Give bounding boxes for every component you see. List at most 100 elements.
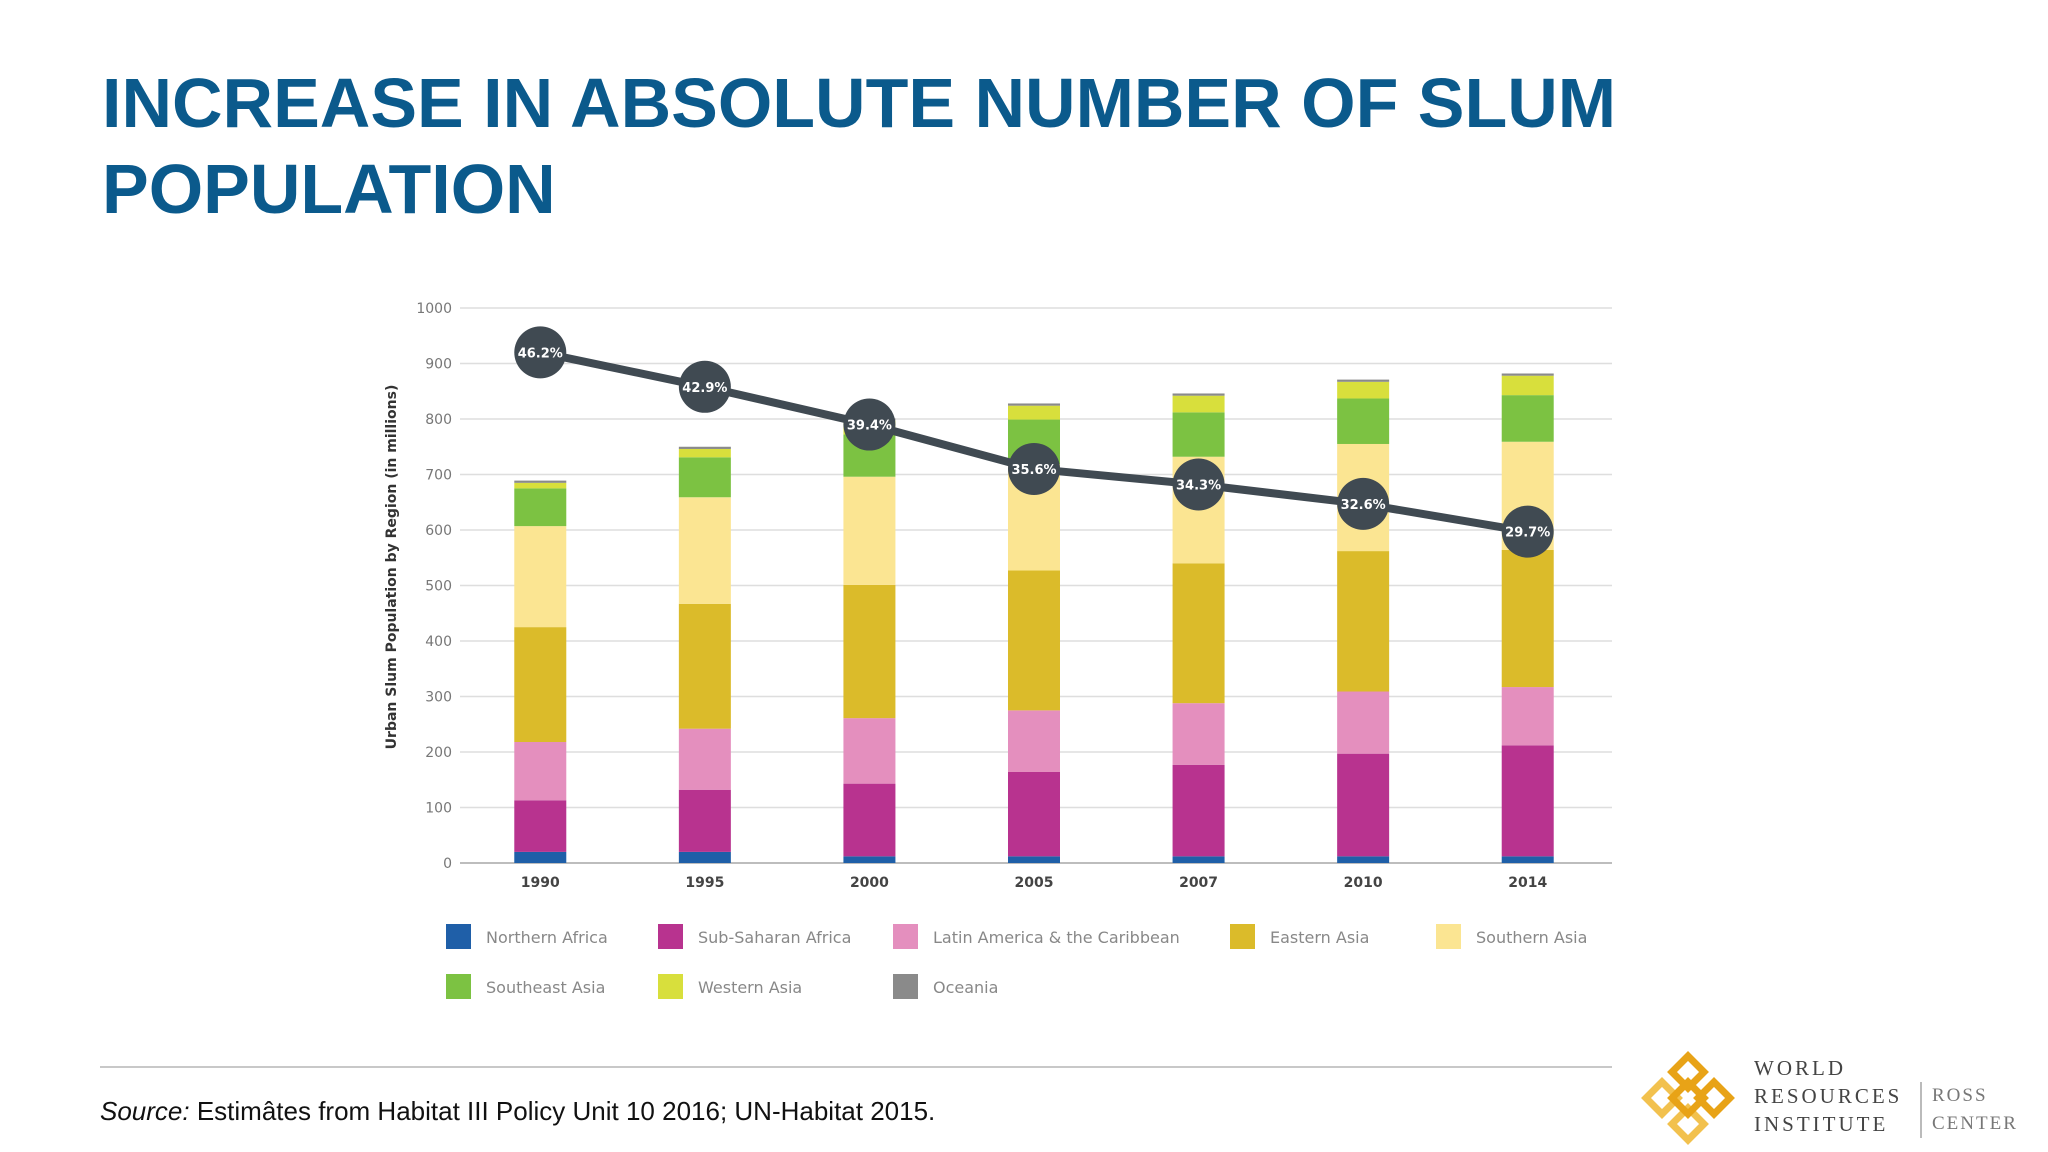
bar-segment: [514, 526, 567, 628]
trend-point-label: 42.9%: [682, 381, 727, 396]
legend-label: Eastern Asia: [1270, 928, 1369, 947]
stacked-bar-chart: 0 100 200 300 400 500 600 700 800 900 1000 Urban S…: [384, 301, 1612, 999]
bar-segment: [1501, 373, 1554, 376]
trend-point: [678, 360, 731, 413]
bar-segment: [843, 783, 896, 857]
bar-segment: [1337, 551, 1390, 692]
bar-segment: [1172, 393, 1225, 396]
logo-center-line: ROSS: [1932, 1085, 1988, 1106]
trend-point-label: 34.3%: [1176, 478, 1221, 493]
logo-org-line: INSTITUTE: [1754, 1112, 1889, 1136]
y-axis-label: Urban Slum Population by Region (in mill…: [384, 385, 400, 750]
trend-point: [1501, 505, 1554, 558]
bar-segment: [1172, 856, 1225, 863]
y-tick-label: 600: [425, 523, 452, 539]
legend: Northern Africa Sub-Saharan Africa Latin A…: [446, 924, 1587, 999]
y-tick-label: 1000: [416, 301, 452, 317]
legend-label: Northern Africa: [486, 928, 608, 947]
x-tick-label: 2005: [1015, 875, 1054, 891]
x-tick-label: 1990: [521, 875, 560, 891]
bar-segment: [1501, 549, 1554, 688]
trend-line: 46.2% 42.9% 39.4% 35.6% 34.3% 32.6% 29.7%: [514, 326, 1554, 558]
y-tick-label: 200: [425, 745, 452, 761]
bar-segment: [514, 482, 567, 489]
legend-swatch: [658, 924, 683, 949]
source-note: Source: Estimâtes from Habitat III Polic…: [100, 1096, 935, 1127]
logo-mark-icon: [1641, 1051, 1735, 1145]
legend-swatch: [446, 924, 471, 949]
trend-point-label: 29.7%: [1505, 526, 1550, 541]
bar-segment: [1008, 570, 1060, 711]
y-tick-label: 0: [443, 856, 452, 872]
bar-segment: [1337, 381, 1390, 399]
logo-org-line: WORLD: [1754, 1056, 1846, 1080]
x-tick-label: 2014: [1508, 875, 1547, 891]
x-tick-label: 2000: [850, 875, 889, 891]
bar-segment: [678, 789, 731, 852]
wri-ross-center-logo: WORLD RESOURCES INSTITUTE ROSS CENTER: [1640, 1046, 2040, 1146]
y-tick-label: 300: [425, 690, 452, 706]
logo-center-text: ROSS CENTER: [1920, 1082, 2018, 1138]
y-tick-label: 900: [425, 357, 452, 373]
bar-segment: [1008, 710, 1060, 772]
bar-segment: [514, 800, 567, 852]
bar-segment: [1172, 412, 1225, 457]
legend-swatch: [893, 974, 918, 999]
bars: [514, 373, 1554, 863]
bar-segment: [514, 627, 567, 743]
bar-segment: [843, 718, 896, 784]
bar-segment: [1008, 405, 1060, 420]
x-tick-label: 2010: [1344, 875, 1383, 891]
divider: [100, 1066, 1612, 1068]
legend-label: Oceania: [933, 978, 998, 997]
logo-org-text: WORLD RESOURCES INSTITUTE: [1754, 1054, 1902, 1138]
x-tick-label: 2007: [1179, 875, 1218, 891]
legend-swatch: [893, 924, 918, 949]
legend-swatch: [1230, 924, 1255, 949]
trend-point: [1337, 477, 1390, 530]
legend-label: Western Asia: [698, 978, 802, 997]
y-tick-label: 500: [425, 579, 452, 595]
bar-segment: [1501, 856, 1554, 863]
legend-swatch: [1436, 924, 1461, 949]
trend-point: [1008, 442, 1060, 495]
bar-segment: [678, 728, 731, 790]
y-tick-label: 800: [425, 412, 452, 428]
bar-segment: [1008, 771, 1060, 857]
bar-segment: [678, 457, 731, 498]
bar-segment: [1172, 563, 1225, 704]
bar-segment: [678, 603, 731, 729]
bar-segment: [678, 851, 731, 863]
bar-segment: [514, 742, 567, 801]
logo-org-line: RESOURCES: [1754, 1084, 1903, 1108]
trend-point-label: 46.2%: [518, 346, 563, 361]
bar-segment: [1337, 691, 1390, 754]
y-tick-label: 700: [425, 468, 452, 484]
bar-segment: [1172, 395, 1225, 413]
bar-segment: [1008, 856, 1060, 863]
bar-segment: [1501, 375, 1554, 396]
bar-segment: [843, 476, 896, 585]
x-tick-label: 1995: [685, 875, 724, 891]
bar-segment: [1172, 764, 1225, 857]
legend-swatch: [658, 974, 683, 999]
bar-segment: [1337, 398, 1390, 444]
logo-mark-segment: [1667, 1103, 1709, 1145]
legend-label: Sub-Saharan Africa: [698, 928, 851, 947]
legend-label: Southeast Asia: [486, 978, 605, 997]
source-text: Estimâtes from Habitat III Policy Unit 1…: [189, 1096, 936, 1126]
x-tick-labels: 1990 1995 2000 2005 2007 2010 2014: [521, 875, 1548, 891]
trend-point-label: 39.4%: [847, 419, 892, 434]
trend-point: [514, 326, 567, 379]
bar-segment: [1337, 856, 1390, 863]
bar-segment: [1337, 379, 1390, 382]
trend-point: [1172, 458, 1225, 511]
bar-segment: [678, 497, 731, 604]
source-label: Source:: [100, 1096, 190, 1126]
bar-segment: [1008, 403, 1060, 406]
logo-center-line: CENTER: [1932, 1113, 2018, 1134]
bar-segment: [678, 446, 731, 449]
y-tick-label: 100: [425, 801, 452, 817]
legend-label: Southern Asia: [1476, 928, 1587, 947]
bar-segment: [514, 488, 567, 527]
